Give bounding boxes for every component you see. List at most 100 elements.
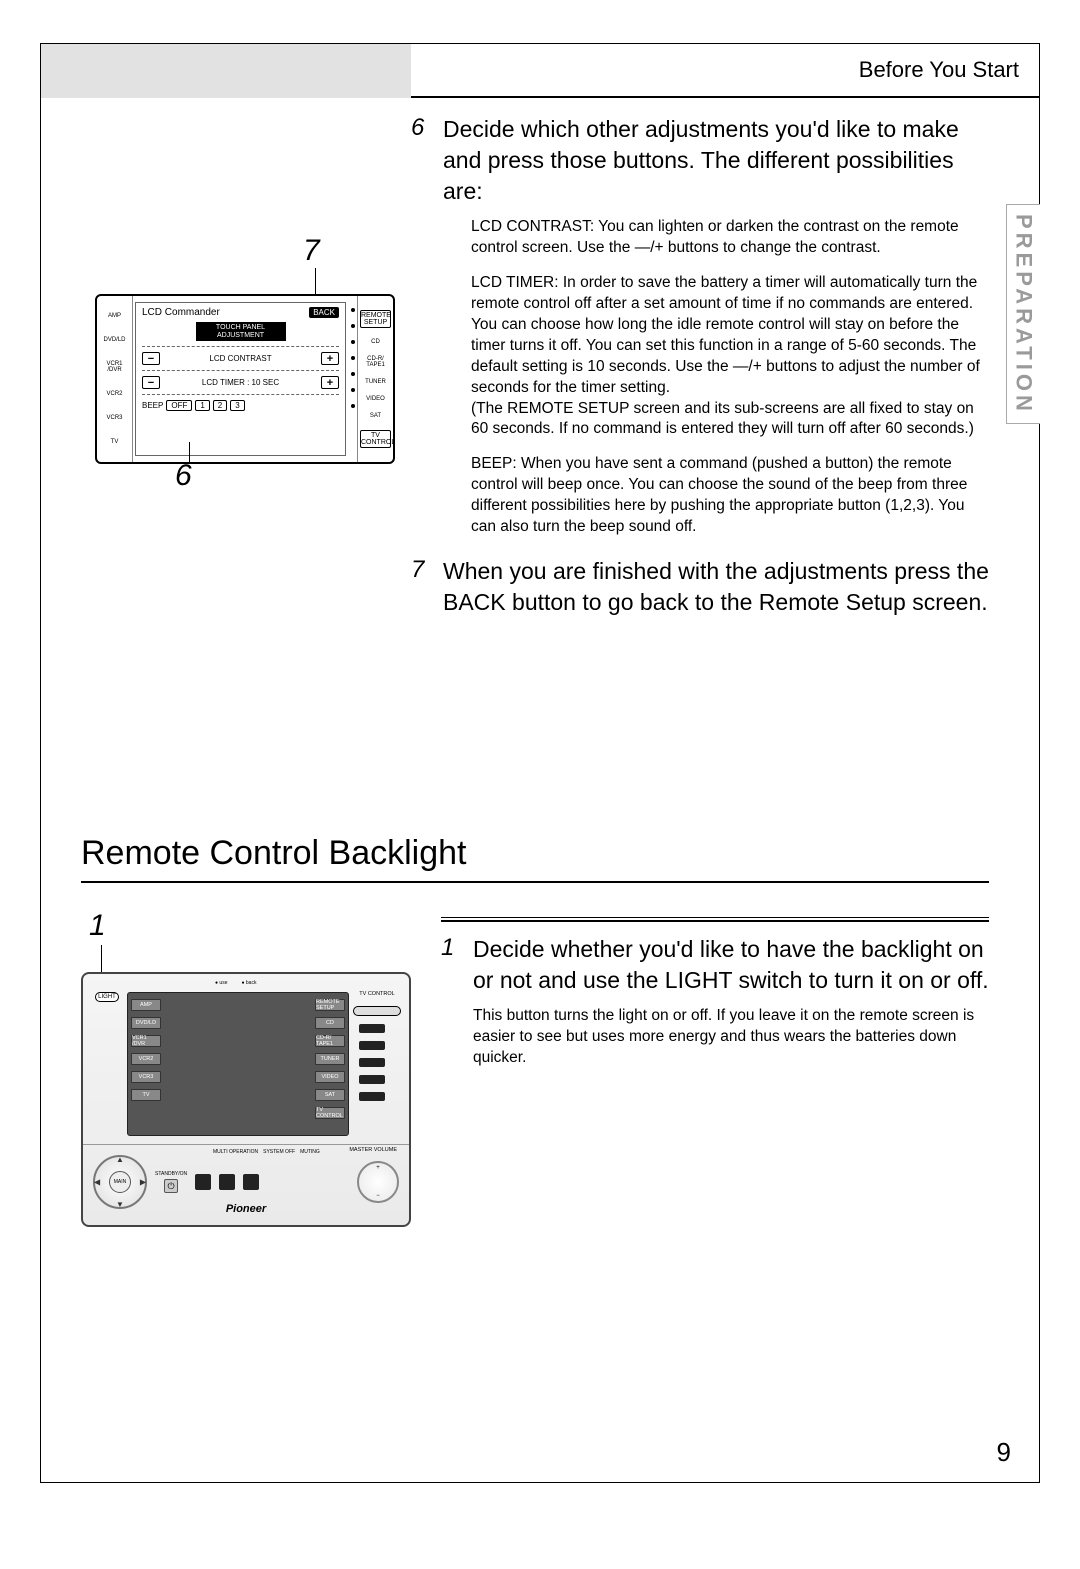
lcd-timer-plus[interactable]: + (321, 376, 339, 389)
vol-plus: + (376, 1165, 380, 1171)
arrow-right-icon: ▶ (140, 1178, 146, 1187)
remote-screen: AMP DVD/LD VCR1 /DVR VCR2 VCR3 TV REMOTE… (127, 992, 349, 1136)
use-label: use (215, 980, 227, 986)
lcd-dot (351, 308, 355, 312)
lcd-divider (142, 370, 339, 371)
screen-btn[interactable]: TUNER (315, 1053, 345, 1065)
back-label: back (241, 980, 256, 986)
screen-btn[interactable]: VCR2 (131, 1053, 161, 1065)
screen-btn[interactable]: VIDEO (315, 1071, 345, 1083)
hard-button[interactable] (359, 1058, 385, 1067)
mid-buttons (195, 1174, 259, 1190)
arrow-left-icon: ◀ (94, 1178, 100, 1187)
divider-thin (441, 917, 989, 918)
lcd-back-button[interactable]: BACK (309, 307, 339, 318)
multi-label: MULTI OPERATION (213, 1149, 258, 1155)
callout-6: 6 (175, 459, 192, 493)
detail-contrast: LCD CONTRAST: You can lighten or darken … (471, 217, 989, 259)
nav-dial[interactable]: ▲ ▼ ◀ ▶ MAIN (93, 1155, 147, 1209)
step-1-text: Decide whether you'd like to have the ba… (473, 934, 989, 996)
arrow-up-icon: ▲ (116, 1155, 124, 1164)
tv-control-label: TV CONTROL (353, 992, 401, 998)
lcd-timer-label: LCD TIMER : 10 SEC (164, 378, 317, 387)
lcd-divider (142, 394, 339, 395)
screen-btn[interactable]: AMP (131, 999, 161, 1011)
page-number: 9 (997, 1437, 1011, 1468)
vol-minus: − (376, 1193, 380, 1199)
lcd-right-label: TUNER (360, 379, 391, 385)
screen-btn[interactable]: TV (131, 1089, 161, 1101)
lcd-right-label: CD-R/ TAPE1 (360, 356, 391, 368)
screen-btn[interactable]: SAT (315, 1089, 345, 1101)
lcd-dot (351, 372, 355, 376)
standby-label: STANDBY/ON (155, 1171, 187, 1177)
side-tab-preparation: PREPARATION (1006, 204, 1040, 424)
page-frame: Before You Start PREPARATION 7 AMP DVD/L… (40, 43, 1040, 1483)
lcd-contrast-label: LCD CONTRAST (164, 354, 317, 363)
tv-control-switch[interactable] (353, 1006, 401, 1016)
lcd-right-btn[interactable]: TV CONTROL (360, 430, 391, 448)
lcd-touch-panel-adjustment[interactable]: TOUCH PANEL ADJUSTMENT (196, 322, 286, 341)
remote-bottom: ▲ ▼ ◀ ▶ MAIN STANDBY/ON ⏻ MULTI OPERATIO… (83, 1144, 409, 1219)
lcd-beep-3[interactable]: 3 (230, 400, 244, 411)
screen-btn[interactable]: VCR1 /DVR (131, 1035, 161, 1047)
lcd-timer-row: − LCD TIMER : 10 SEC + (142, 376, 339, 389)
content-top: 6 Decide which other adjustments you'd l… (411, 114, 989, 1482)
lcd-left-label: VCR3 (99, 415, 130, 421)
remote-top: LIGHT AMP DVD/LD VCR1 /DVR VCR2 VCR3 TV (83, 974, 409, 1144)
lcd-dot (351, 356, 355, 360)
lcd-left-label: VCR1 /DVR (99, 361, 130, 373)
lcd-diagram: 7 AMP DVD/LD VCR1 /DVR VCR2 VCR3 TV LCD … (95, 244, 395, 464)
lcd-beep-1[interactable]: 1 (195, 400, 209, 411)
mid-labels: MULTI OPERATION SYSTEM OFF MUTING (213, 1149, 320, 1155)
sysoff-label: SYSTEM OFF (263, 1149, 295, 1155)
sysoff-button[interactable] (219, 1174, 235, 1190)
lcd-dot (351, 404, 355, 408)
lcd-left-label: VCR2 (99, 391, 130, 397)
lcd-timer-minus[interactable]: − (142, 376, 160, 389)
power-button[interactable]: ⏻ (164, 1179, 178, 1193)
screen-btn[interactable]: DVD/LD (131, 1017, 161, 1029)
remote-right-col: TV CONTROL (353, 992, 401, 1136)
screen-btn[interactable]: CD-R/ TAPE1 (315, 1035, 345, 1047)
lcd-beep-row: BEEP OFF 1 2 3 (142, 400, 339, 411)
master-volume-label: MASTER VOLUME (349, 1147, 397, 1153)
section2-left: 1 use back LIGHT AMP DVD/ (81, 917, 411, 1227)
lcd-screen: LCD Commander BACK TOUCH PANEL ADJUSTMEN… (135, 302, 346, 456)
multi-button[interactable] (195, 1174, 211, 1190)
lcd-beep-off[interactable]: OFF (166, 400, 192, 411)
lcd-contrast-plus[interactable]: + (321, 352, 339, 365)
muting-label: MUTING (300, 1149, 320, 1155)
dial-main-button[interactable]: MAIN (109, 1171, 131, 1193)
hard-button[interactable] (359, 1024, 385, 1033)
lcd-beep-label: BEEP (142, 401, 163, 410)
light-button[interactable]: LIGHT (95, 992, 119, 1002)
step-1-num: 1 (441, 934, 459, 996)
lcd-dots (348, 296, 357, 462)
screen-btn[interactable]: TV CONTROL (315, 1107, 345, 1119)
lcd-contrast-minus[interactable]: − (142, 352, 160, 365)
header-title: Before You Start (411, 44, 1039, 98)
lcd-left-label: AMP (99, 313, 130, 319)
step-7: 7 When you are finished with the adjustm… (411, 556, 989, 618)
section2-detail: This button turns the light on or off. I… (473, 1006, 989, 1069)
hard-button[interactable] (359, 1092, 385, 1101)
screen-btn[interactable]: CD (315, 1017, 345, 1029)
hard-button[interactable] (359, 1075, 385, 1084)
hard-button[interactable] (359, 1041, 385, 1050)
lcd-title: LCD Commander (142, 307, 220, 318)
use-back-labels: use back (215, 980, 256, 986)
lcd-divider (142, 346, 339, 347)
detail-timer: LCD TIMER: In order to save the battery … (471, 273, 989, 440)
remote-left-col: LIGHT (91, 992, 123, 1136)
lcd-beep-2[interactable]: 2 (213, 400, 227, 411)
muting-button[interactable] (243, 1174, 259, 1190)
detail-beep: BEEP: When you have sent a command (push… (471, 454, 989, 538)
screen-btn[interactable]: VCR3 (131, 1071, 161, 1083)
callout-1: 1 (89, 909, 106, 943)
volume-dial[interactable]: + − (357, 1161, 399, 1203)
detail-timer-note: (The REMOTE SETUP screen and its sub-scr… (471, 400, 974, 438)
remote-screen-center (163, 999, 313, 1129)
lcd-right-btn[interactable]: REMOTE SETUP (360, 310, 391, 328)
screen-btn[interactable]: REMOTE SETUP (315, 999, 345, 1011)
